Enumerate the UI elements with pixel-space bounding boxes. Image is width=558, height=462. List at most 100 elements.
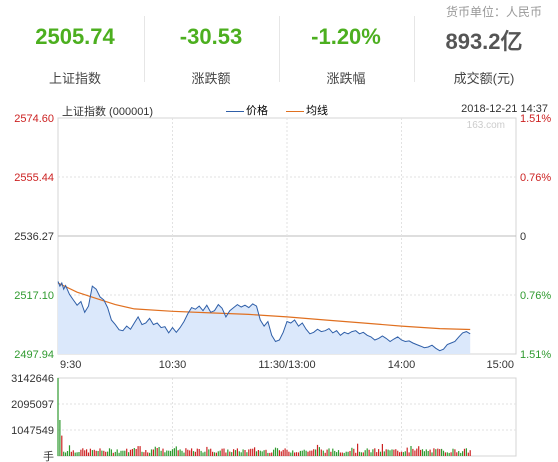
volume-bar (236, 448, 238, 456)
volume-bar (360, 452, 362, 456)
volume-bar (242, 449, 244, 456)
volume-bar (341, 452, 343, 456)
index-name: 上证指数 (000001) (62, 106, 154, 118)
volume-bar (465, 448, 467, 456)
volume-bar (126, 448, 128, 456)
x-tick: 9:30 (60, 359, 81, 371)
volume-bar (177, 450, 179, 456)
volume-bar (372, 449, 374, 456)
stat-turnover: 893.2亿 成交额(元) (416, 0, 552, 96)
y-tick-left: 2497.94 (14, 349, 54, 361)
volume-bar (408, 452, 410, 456)
volume-bar (395, 449, 397, 456)
price-area-fill (58, 281, 471, 354)
volume-bar (280, 451, 282, 456)
volume-bar (269, 452, 271, 456)
volume-bar (393, 449, 395, 456)
volume-bar (400, 451, 403, 456)
currency-unit: 货币单位：人民币 (445, 5, 542, 19)
y-tick-right: 1.51% (520, 113, 551, 125)
volume-bar (170, 450, 172, 456)
stat-index-value: 2505.74 (35, 24, 115, 49)
volume-bar (391, 449, 393, 456)
legend-avg: 均线 (286, 102, 328, 118)
volume-bar (322, 450, 324, 456)
volume-bar (86, 449, 88, 456)
volume-bar (168, 450, 170, 456)
volume-bar (110, 449, 112, 456)
volume-bar (215, 452, 217, 456)
volume-bar (66, 451, 69, 456)
volume-bar (255, 451, 258, 456)
volume-bar (257, 450, 259, 456)
volume-bar (250, 448, 252, 456)
volume-bar (175, 446, 177, 456)
stat-index-label: 上证指数 (48, 71, 101, 86)
volume-bar (387, 449, 389, 456)
volume-bar (72, 450, 74, 456)
stat-divider (414, 16, 415, 82)
volume-bar (78, 452, 80, 456)
y-tick-right: 0.76% (520, 290, 551, 302)
volume-bar (358, 451, 361, 456)
volume-bar (429, 449, 431, 456)
volume-bar (410, 446, 412, 456)
volume-bar (194, 451, 196, 456)
volume-bar (402, 452, 404, 456)
volume-bar (114, 451, 116, 456)
legend-price-swatch (226, 110, 244, 112)
volume-bar (383, 451, 385, 456)
volume-bar (179, 449, 181, 456)
volume-bar (288, 451, 290, 456)
volume-bar (70, 451, 72, 456)
volume-bar (446, 452, 448, 456)
volume-bar (433, 448, 435, 456)
volume-bar (229, 451, 231, 456)
volume-bar (213, 452, 216, 456)
y-tick-right: 0.76% (520, 172, 551, 184)
volume-bar (217, 451, 219, 456)
volume-frame (57, 377, 517, 457)
volume-bar (364, 450, 366, 456)
legend-price: 价格 (226, 102, 268, 118)
volume-bar (76, 452, 78, 456)
volume-bar (238, 451, 240, 456)
volume-bar (376, 452, 378, 456)
volume-bar (160, 450, 162, 456)
volume-bar (200, 450, 202, 456)
volume-bar (355, 452, 357, 456)
volume-bar (181, 450, 183, 456)
volume-bar (173, 448, 175, 456)
volume-bar (233, 449, 235, 456)
volume-bar (122, 450, 124, 456)
volume-bar (192, 451, 195, 456)
stat-divider (144, 16, 145, 82)
price-line (57, 281, 471, 352)
volume-bar (324, 452, 326, 456)
volume-bar (129, 449, 132, 456)
volume-bar (437, 448, 439, 456)
volume-bar (416, 448, 418, 456)
volume-y-tick: 手 (43, 449, 54, 462)
volume-bar (368, 449, 370, 456)
volume-bar (286, 449, 288, 456)
volume-bar (345, 451, 347, 456)
volume-bar (95, 450, 97, 456)
volume-bar (307, 451, 309, 456)
volume-bar (185, 448, 187, 456)
volume-bar (309, 450, 311, 456)
volume-bar (441, 448, 443, 456)
volume-bar (227, 449, 229, 456)
volume-bar (467, 452, 469, 456)
stat-divider (279, 16, 280, 82)
volume-bar (116, 449, 118, 456)
volume-bar (68, 445, 71, 456)
volume-bar (295, 452, 298, 456)
volume-bar (139, 446, 141, 456)
volume-bar (147, 452, 149, 456)
volume-bar (320, 449, 322, 456)
volume-y-tick: 2095097 (11, 399, 54, 411)
volume-bar (221, 448, 223, 456)
volume-bar (225, 452, 227, 456)
